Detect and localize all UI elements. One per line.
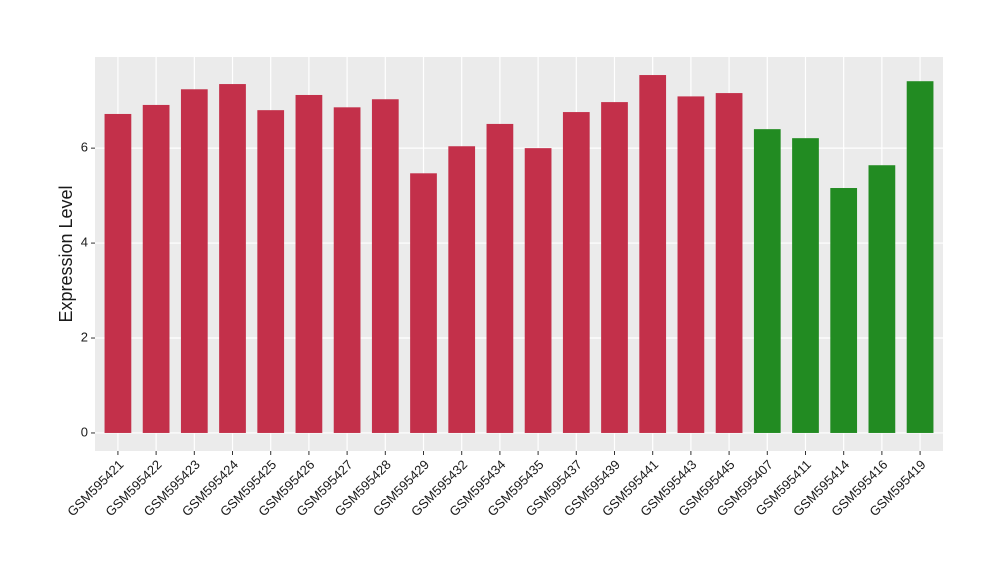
bar bbox=[562, 112, 590, 433]
bar bbox=[753, 129, 781, 433]
bar bbox=[677, 96, 705, 433]
bar bbox=[295, 94, 323, 433]
bar bbox=[104, 113, 132, 433]
y-tick-label: 2 bbox=[81, 329, 88, 344]
bar bbox=[830, 188, 858, 433]
bar bbox=[371, 99, 399, 433]
bar bbox=[410, 173, 437, 433]
y-tick-label: 0 bbox=[81, 424, 88, 439]
bar bbox=[639, 75, 667, 433]
bar bbox=[257, 110, 285, 433]
bar bbox=[219, 84, 246, 433]
bar bbox=[792, 138, 819, 433]
bar bbox=[448, 146, 476, 433]
y-axis-title: Expression Level bbox=[56, 185, 76, 322]
bar bbox=[333, 107, 361, 433]
bar bbox=[601, 102, 628, 433]
bar bbox=[868, 165, 896, 433]
bar bbox=[715, 93, 743, 433]
bar bbox=[180, 89, 208, 433]
bar bbox=[142, 104, 170, 433]
y-tick-label: 6 bbox=[81, 140, 88, 155]
bar bbox=[906, 81, 934, 433]
bar bbox=[486, 123, 514, 433]
bar bbox=[524, 148, 552, 433]
y-tick-label: 4 bbox=[81, 235, 88, 250]
